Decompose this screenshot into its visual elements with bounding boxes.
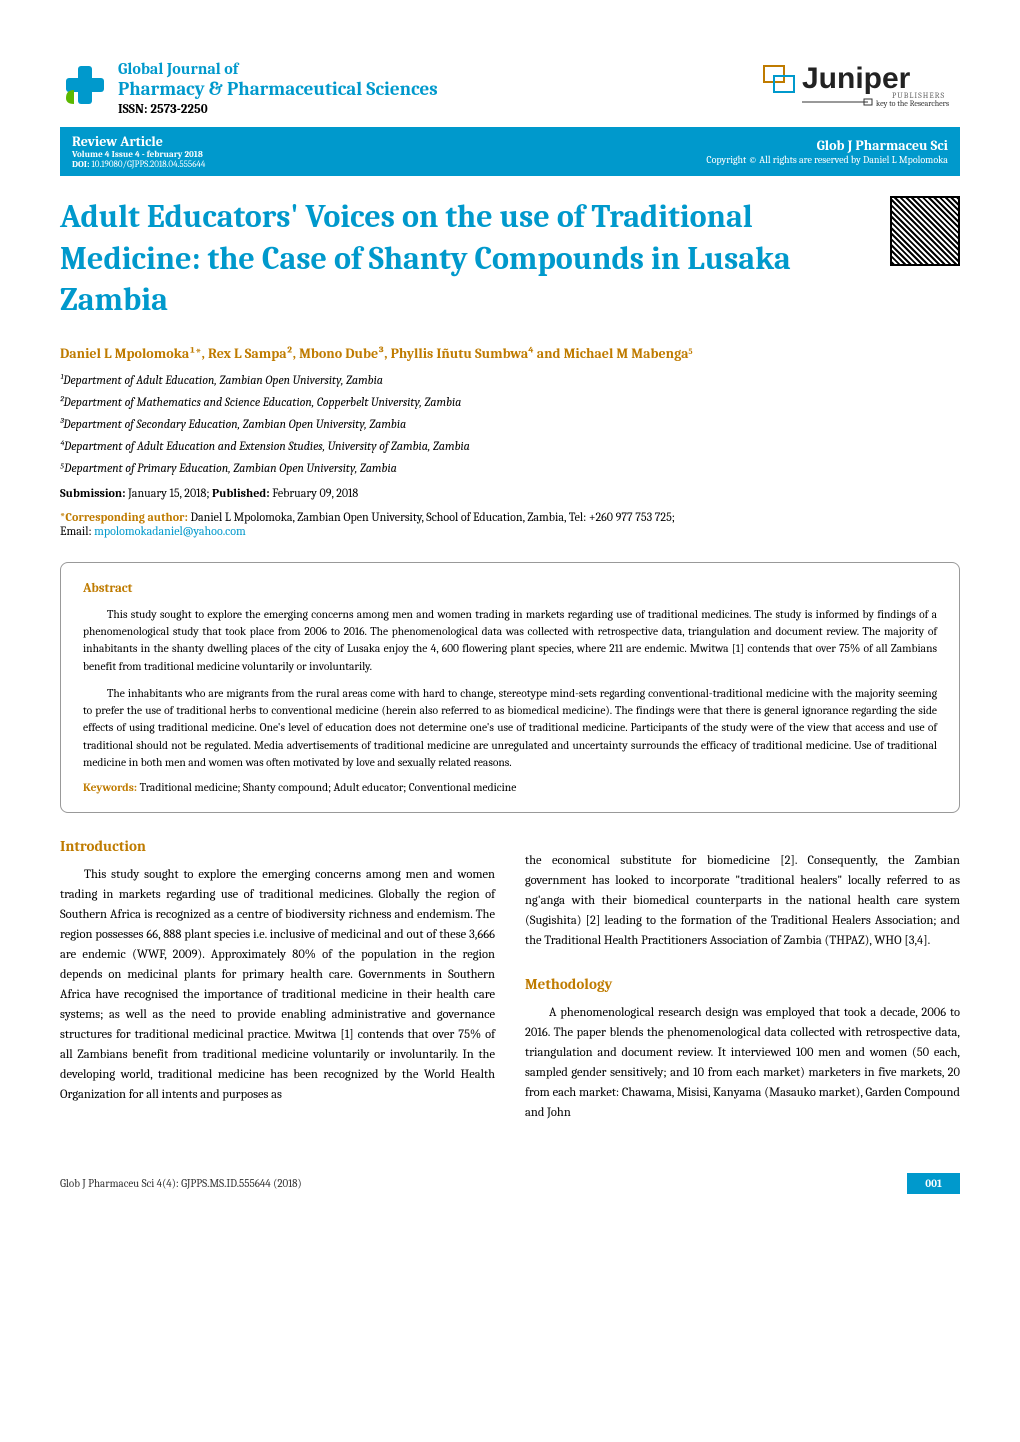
article-banner: Review Article Volume 4 Issue 4 - februa… xyxy=(60,127,960,176)
abstract-para-1: This study sought to explore the emergin… xyxy=(83,606,937,675)
right-column: the economical substitute for biomedicin… xyxy=(525,813,960,1123)
qr-code-icon xyxy=(890,196,960,266)
abstract-heading: Abstract xyxy=(83,581,937,596)
published-label: Published: xyxy=(212,486,270,500)
doi-line: DOI: 10.19080/GJPPS.2018.04.555644 xyxy=(72,160,205,170)
email-label: Email: xyxy=(60,524,92,538)
published-date: February 09, 2018 xyxy=(272,486,358,500)
journal-issn: ISSN: 2573-2250 xyxy=(118,102,438,117)
introduction-para-right: the economical substitute for biomedicin… xyxy=(525,851,960,951)
abstract-para-2: The inhabitants who are migrants from th… xyxy=(83,685,937,771)
doi-value: 10.19080/GJPPS.2018.04.555644 xyxy=(92,160,206,170)
corresponding-author: *Corresponding author: Daniel L Mpolomok… xyxy=(60,510,960,538)
affiliation-2: ²Department of Mathematics and Science E… xyxy=(60,395,960,409)
journal-logo-icon xyxy=(60,60,110,110)
corresponding-email[interactable]: mpolomokadaniel@yahoo.com xyxy=(94,524,246,538)
corresponding-text: Daniel L Mpolomoka, Zambian Open Univers… xyxy=(191,510,675,524)
publisher-logo: Juniper PUBLISHERS key to the Researcher… xyxy=(760,60,960,119)
doi-label: DOI: xyxy=(72,160,90,170)
footer-citation: Glob J Pharmaceu Sci 4(4): GJPPS.MS.ID.5… xyxy=(60,1177,302,1190)
introduction-heading: Introduction xyxy=(60,837,495,855)
corresponding-label: *Corresponding author: xyxy=(60,510,188,524)
affiliations-block: ¹Department of Adult Education, Zambian … xyxy=(60,373,960,476)
journal-block: Global Journal of Pharmacy & Pharmaceuti… xyxy=(60,60,438,117)
affiliation-1: ¹Department of Adult Education, Zambian … xyxy=(60,373,960,387)
keywords-text: Traditional medicine; Shanty compound; A… xyxy=(140,781,517,794)
volume-issue: Volume 4 Issue 4 - february 2018 xyxy=(72,150,205,160)
copyright-line: Copyright © All rights are reserved by D… xyxy=(706,154,948,166)
journal-short-name: Glob J Pharmaceu Sci xyxy=(706,137,948,154)
submission-label: Submission: xyxy=(60,486,126,500)
article-title: Adult Educators' Voices on the use of Tr… xyxy=(60,196,878,321)
affiliation-3: ³Department of Secondary Education, Zamb… xyxy=(60,417,960,431)
keywords-label: Keywords: xyxy=(83,781,137,794)
methodology-heading: Methodology xyxy=(525,975,960,993)
affiliation-4: ⁴Department of Adult Education and Exten… xyxy=(60,439,960,453)
abstract-box: Abstract This study sought to explore th… xyxy=(60,562,960,813)
left-column: Introduction This study sought to explor… xyxy=(60,813,495,1123)
body-columns: Introduction This study sought to explor… xyxy=(60,813,960,1123)
header-row: Global Journal of Pharmacy & Pharmaceuti… xyxy=(60,60,960,119)
journal-name-line2: Pharmacy & Pharmaceutical Sciences xyxy=(118,78,438,100)
author-list: Daniel L Mpolomoka¹*, Rex L Sampa², Mbon… xyxy=(60,345,960,363)
journal-name-line1: Global Journal of xyxy=(118,60,438,78)
keywords-line: Keywords: Traditional medicine; Shanty c… xyxy=(83,781,937,794)
methodology-para: A phenomenological research design was e… xyxy=(525,1003,960,1123)
page-number: 001 xyxy=(907,1173,960,1194)
submission-date: January 15, 2018; xyxy=(128,486,209,500)
article-type: Review Article xyxy=(72,133,205,150)
affiliation-5: ⁵Department of Primary Education, Zambia… xyxy=(60,461,960,476)
svg-text:key to the Researchers: key to the Researchers xyxy=(876,99,949,108)
introduction-para-left: This study sought to explore the emergin… xyxy=(60,865,495,1105)
submission-dates: Submission: January 15, 2018; Published:… xyxy=(60,486,960,500)
page-footer: Glob J Pharmaceu Sci 4(4): GJPPS.MS.ID.5… xyxy=(60,1173,960,1194)
